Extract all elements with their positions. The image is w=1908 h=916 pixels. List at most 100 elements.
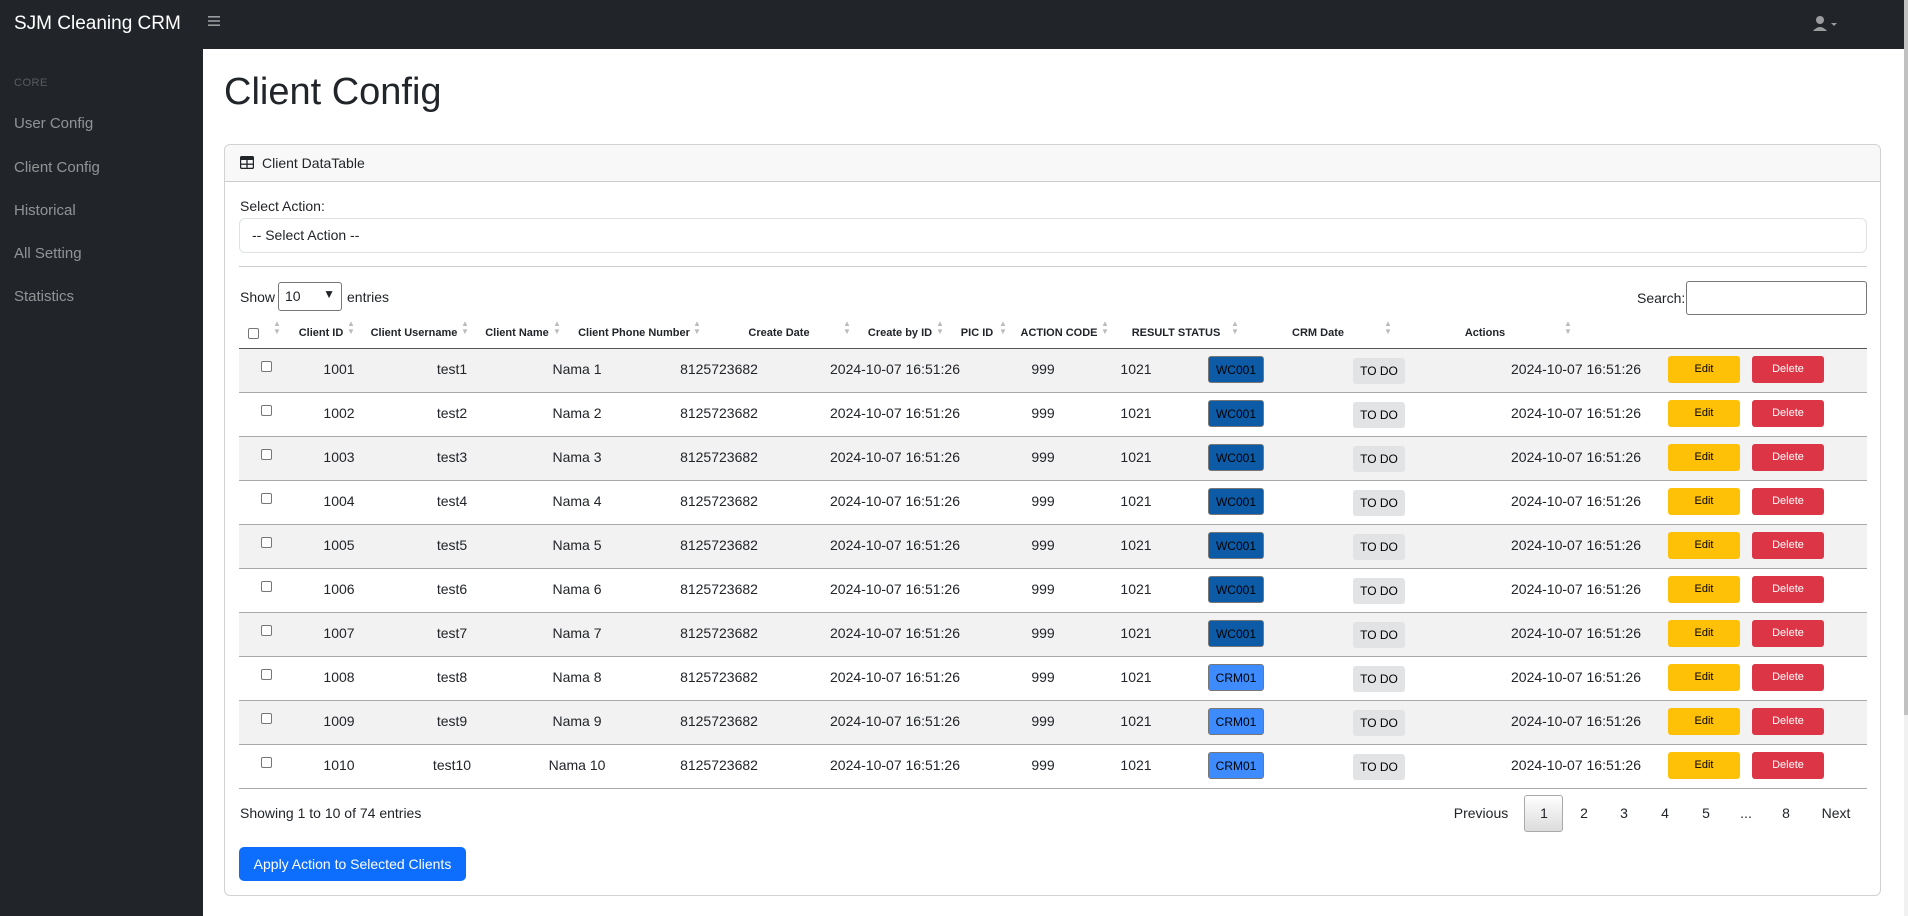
sort-icon[interactable]: ▲ ▼: [1231, 319, 1239, 336]
search-input[interactable]: [1686, 281, 1867, 315]
edit-button[interactable]: Edit: [1668, 532, 1740, 559]
pic-id: 1021: [1120, 493, 1152, 509]
user-menu-button[interactable]: [1812, 14, 1844, 36]
page-scrollbar-thumb[interactable]: [1904, 0, 1908, 715]
action-code-badge[interactable]: WC001: [1208, 488, 1264, 515]
page-button[interactable]: 8: [1782, 805, 1790, 821]
page-button[interactable]: ...: [1740, 805, 1752, 821]
sort-icon[interactable]: ▲ ▼: [999, 319, 1007, 336]
column-header[interactable]: ACTION CODE: [1020, 327, 1098, 339]
client-id: 1004: [323, 493, 355, 509]
delete-button[interactable]: Delete: [1752, 400, 1824, 427]
row-checkbox[interactable]: [261, 581, 272, 592]
sort-icon[interactable]: ▲ ▼: [1384, 319, 1392, 336]
sidebar: CORE User Config Client Config Historica…: [0, 49, 203, 916]
apply-action-button[interactable]: Apply Action to Selected Clients: [239, 847, 466, 881]
delete-button[interactable]: Delete: [1752, 620, 1824, 647]
client-phone: 8125723682: [680, 757, 758, 773]
result-status-badge: TO DO: [1353, 622, 1405, 648]
sort-icon[interactable]: ▲ ▼: [1564, 319, 1572, 336]
entries-per-page-select[interactable]: 10 ▼: [278, 282, 342, 311]
select-all-checkbox[interactable]: [248, 328, 259, 339]
previous-page-button[interactable]: Previous: [1453, 805, 1509, 821]
edit-button[interactable]: Edit: [1668, 488, 1740, 515]
select-action-dropdown[interactable]: -- Select Action --: [239, 218, 1867, 253]
sidebar-item-statistics[interactable]: Statistics: [14, 288, 75, 305]
sort-icon[interactable]: ▲ ▼: [1101, 319, 1109, 336]
action-code-badge[interactable]: CRM01: [1208, 664, 1264, 691]
delete-button[interactable]: Delete: [1752, 356, 1824, 383]
action-code-badge[interactable]: WC001: [1208, 400, 1264, 427]
column-header[interactable]: PIC ID: [960, 327, 994, 339]
column-header[interactable]: Client ID: [298, 327, 344, 339]
client-phone: 8125723682: [680, 537, 758, 553]
row-checkbox[interactable]: [261, 405, 272, 416]
crm-date: 2024-10-07 16:51:26: [1511, 669, 1641, 685]
delete-button[interactable]: Delete: [1752, 532, 1824, 559]
column-header[interactable]: Client Phone Number: [578, 327, 690, 339]
delete-button[interactable]: Delete: [1752, 444, 1824, 471]
action-code-badge[interactable]: WC001: [1208, 532, 1264, 559]
action-code-badge[interactable]: WC001: [1208, 356, 1264, 383]
page-button[interactable]: 4: [1661, 805, 1669, 821]
row-checkbox[interactable]: [261, 449, 272, 460]
sort-icon[interactable]: ▲ ▼: [273, 319, 281, 336]
row-checkbox[interactable]: [261, 537, 272, 548]
sort-icon[interactable]: ▲ ▼: [553, 319, 561, 336]
table-row: 1008 test8 Nama 8 8125723682 2024-10-07 16:5…: [239, 657, 1867, 701]
edit-button[interactable]: Edit: [1668, 576, 1740, 603]
edit-button[interactable]: Edit: [1668, 356, 1740, 383]
edit-button[interactable]: Edit: [1668, 620, 1740, 647]
action-code-badge[interactable]: CRM01: [1208, 708, 1264, 735]
sort-icon[interactable]: ▲ ▼: [843, 319, 851, 336]
client-username: test1: [436, 361, 468, 377]
client-id: 1002: [323, 405, 355, 421]
delete-button[interactable]: Delete: [1752, 708, 1824, 735]
row-checkbox[interactable]: [261, 625, 272, 636]
action-code-badge[interactable]: WC001: [1208, 620, 1264, 647]
delete-button[interactable]: Delete: [1752, 488, 1824, 515]
client-id: 1007: [323, 625, 355, 641]
column-header[interactable]: Actions: [1464, 327, 1506, 339]
row-checkbox[interactable]: [261, 757, 272, 768]
edit-button[interactable]: Edit: [1668, 752, 1740, 779]
row-checkbox[interactable]: [261, 493, 272, 504]
sort-icon[interactable]: ▲ ▼: [347, 319, 355, 336]
create-by-id: 999: [1031, 537, 1055, 553]
column-header[interactable]: RESULT STATUS: [1131, 327, 1221, 339]
sort-icon[interactable]: ▲ ▼: [936, 319, 944, 336]
sidebar-item-historical[interactable]: Historical: [14, 202, 76, 219]
action-code-badge[interactable]: WC001: [1208, 576, 1264, 603]
page-button[interactable]: 5: [1702, 805, 1710, 821]
client-name: Nama 10: [548, 757, 606, 773]
page-button[interactable]: 1: [1540, 805, 1548, 821]
current-page-highlight[interactable]: [1524, 795, 1563, 832]
sort-icon[interactable]: ▲ ▼: [693, 319, 701, 336]
page-button[interactable]: 3: [1620, 805, 1628, 821]
sidebar-toggle-icon[interactable]: [208, 14, 224, 32]
column-header[interactable]: Client Name: [485, 327, 549, 339]
edit-button[interactable]: Edit: [1668, 664, 1740, 691]
sidebar-item-user-config[interactable]: User Config: [14, 115, 94, 132]
brand[interactable]: SJM Cleaning CRM: [14, 13, 181, 34]
row-checkbox[interactable]: [261, 361, 272, 372]
delete-button[interactable]: Delete: [1752, 576, 1824, 603]
edit-button[interactable]: Edit: [1668, 400, 1740, 427]
column-header[interactable]: Create by ID: [867, 327, 933, 339]
column-header[interactable]: Create Date: [748, 327, 810, 339]
row-checkbox[interactable]: [261, 713, 272, 724]
sidebar-item-client-config[interactable]: Client Config: [14, 159, 100, 176]
row-checkbox[interactable]: [261, 669, 272, 680]
edit-button[interactable]: Edit: [1668, 444, 1740, 471]
sidebar-item-all-setting[interactable]: All Setting: [14, 245, 82, 262]
next-page-button[interactable]: Next: [1821, 805, 1851, 821]
action-code-badge[interactable]: WC001: [1208, 444, 1264, 471]
sort-icon[interactable]: ▲ ▼: [461, 319, 469, 336]
delete-button[interactable]: Delete: [1752, 752, 1824, 779]
column-header[interactable]: CRM Date: [1292, 327, 1344, 339]
edit-button[interactable]: Edit: [1668, 708, 1740, 735]
column-header[interactable]: Client Username: [370, 327, 458, 339]
delete-button[interactable]: Delete: [1752, 664, 1824, 691]
page-button[interactable]: 2: [1580, 805, 1588, 821]
action-code-badge[interactable]: CRM01: [1208, 752, 1264, 779]
